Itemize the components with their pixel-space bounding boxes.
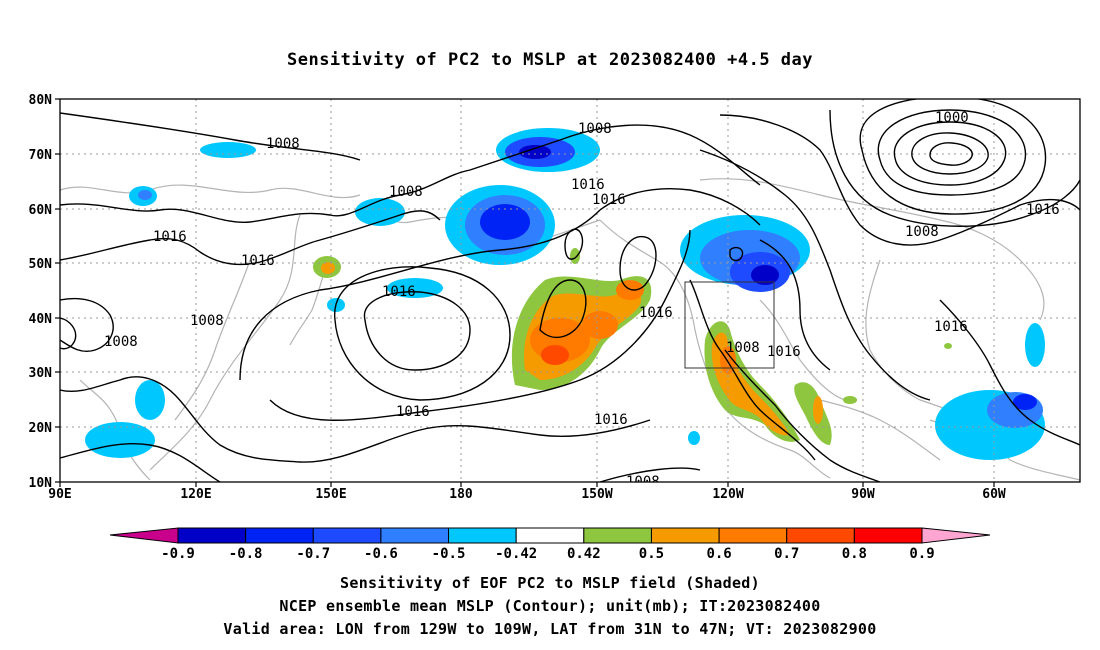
colorbar-box [718, 527, 788, 544]
contour-label: 1016 [639, 305, 673, 321]
lat-label: 60N [29, 203, 53, 218]
colorbar: -0.9 -0.8 -0.7 -0.6 -0.5 -0.42 0.42 0.5 0.6 0.7 0.… [109, 527, 991, 562]
contour-label: 1008 [389, 184, 423, 200]
colorbar-box [650, 527, 720, 544]
contour-label: 1008 [626, 474, 660, 490]
contour-label: 1016 [592, 192, 626, 208]
colorbar-tick-label: -0.6 [364, 546, 398, 562]
colorbar-tick-label: -0.5 [432, 546, 466, 562]
lon-label: 60W [982, 487, 1006, 502]
caption-line-3: Valid area: LON from 129W to 109W, LAT f… [223, 620, 877, 638]
lat-label: 30N [29, 366, 53, 381]
longitude-labels: 90E 120E 150E 180 150W 120W 90W 60W [48, 487, 1006, 502]
colorbar-boxes [177, 527, 923, 544]
colorbar-low-end [109, 527, 179, 544]
colorbar-tick-label: -0.8 [229, 546, 263, 562]
colorbar-tick-label: 0.6 [706, 546, 731, 562]
graticule [60, 99, 1080, 482]
colorbar-box [515, 527, 585, 544]
lat-label: 20N [29, 421, 53, 436]
lat-label: 50N [29, 257, 53, 272]
colorbar-tick-label: -0.9 [161, 546, 195, 562]
colorbar-tick-label: 0.5 [639, 546, 664, 562]
contour-label: 1008 [266, 136, 300, 152]
valid-area-box [684, 281, 775, 369]
contour-label: 1016 [571, 177, 605, 193]
contour-label: 1016 [934, 319, 968, 335]
caption-line-1: Sensitivity of EOF PC2 to MSLP field (Sh… [340, 574, 760, 592]
colorbar-high-end [921, 527, 991, 544]
latitude-labels: 80N 70N 60N 50N 40N 30N 20N 10N [29, 93, 53, 491]
contour-label: 1016 [153, 229, 187, 245]
colorbar-box [177, 527, 247, 544]
lon-label: 150W [581, 487, 612, 502]
contour-label: 1016 [396, 404, 430, 420]
lon-label: 120W [712, 487, 743, 502]
mslp-contours [60, 99, 1080, 482]
contour-label: 1016 [1026, 202, 1060, 218]
lon-label: 90E [48, 487, 71, 502]
lat-label: 80N [29, 93, 53, 108]
lat-label: 70N [29, 148, 53, 163]
lon-label: 150E [315, 487, 346, 502]
axis-ticks [55, 98, 995, 487]
colorbar-box [583, 527, 652, 544]
contour-label: 1008 [190, 313, 224, 329]
colorbar-tick-label: -0.7 [296, 546, 330, 562]
contour-label: 1016 [382, 284, 416, 300]
contour-label: 1008 [104, 334, 138, 350]
contour-label: 1016 [767, 344, 801, 360]
map-panel: 1008 1016 1016 1008 1016 1016 1008 1016 … [60, 99, 1080, 490]
colorbar-box [786, 527, 855, 544]
colorbar-labels: -0.9 -0.8 -0.7 -0.6 -0.5 -0.42 0.42 0.5 0.6 0.7 0.… [161, 546, 935, 562]
colorbar-box [853, 527, 923, 544]
contour-labels: 1008 1016 1016 1008 1016 1016 1008 1016 … [104, 110, 1060, 490]
caption-line-2: NCEP ensemble mean MSLP (Contour); unit(… [279, 597, 821, 615]
colorbar-tick-label: 0.42 [567, 546, 601, 562]
colorbar-tick-label: -0.42 [495, 546, 537, 562]
colorbar-tick-label: 0.9 [909, 546, 934, 562]
sensitivity-shading [85, 128, 1045, 460]
colorbar-box [312, 527, 382, 544]
colorbar-box [245, 527, 314, 544]
contour-label: 1016 [241, 253, 275, 269]
contour-label: 1008 [578, 121, 612, 137]
lon-label: 120E [180, 487, 211, 502]
contour-label: 1008 [726, 340, 760, 356]
lon-label: 180 [449, 487, 473, 502]
contour-label: 1008 [905, 224, 939, 240]
contour-label: 1000 [935, 110, 969, 126]
colorbar-tick-label: 0.7 [774, 546, 799, 562]
lat-label: 40N [29, 312, 53, 327]
lon-label: 90W [851, 487, 875, 502]
colorbar-box [380, 527, 450, 544]
plot-title: Sensitivity of PC2 to MSLP at 2023082400… [286, 50, 813, 70]
contour-label: 1016 [594, 412, 628, 428]
colorbar-box [448, 527, 517, 544]
lat-label: 10N [29, 476, 53, 491]
map-frame [59, 98, 1081, 483]
colorbar-tick-label: 0.8 [842, 546, 867, 562]
